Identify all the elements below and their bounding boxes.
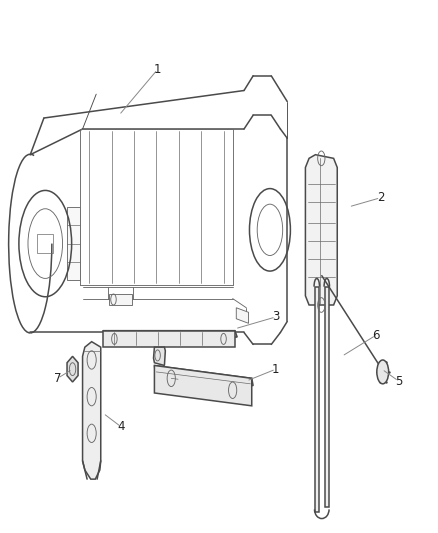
Polygon shape <box>155 366 252 406</box>
Polygon shape <box>82 342 101 479</box>
Text: 4: 4 <box>117 421 125 433</box>
Polygon shape <box>155 366 253 386</box>
Polygon shape <box>314 287 319 512</box>
Text: 1: 1 <box>272 362 279 376</box>
Polygon shape <box>103 330 237 337</box>
Text: 5: 5 <box>395 375 403 387</box>
Text: 2: 2 <box>377 191 384 204</box>
Polygon shape <box>305 155 337 305</box>
Polygon shape <box>67 207 80 280</box>
Polygon shape <box>153 347 165 366</box>
Text: 1: 1 <box>154 63 161 76</box>
Text: 7: 7 <box>54 372 61 385</box>
Text: 3: 3 <box>272 310 279 324</box>
Polygon shape <box>325 287 329 507</box>
Circle shape <box>377 360 389 384</box>
Polygon shape <box>236 308 248 324</box>
Text: 6: 6 <box>372 329 380 342</box>
Polygon shape <box>103 330 235 347</box>
Polygon shape <box>67 357 78 382</box>
Polygon shape <box>109 294 132 305</box>
